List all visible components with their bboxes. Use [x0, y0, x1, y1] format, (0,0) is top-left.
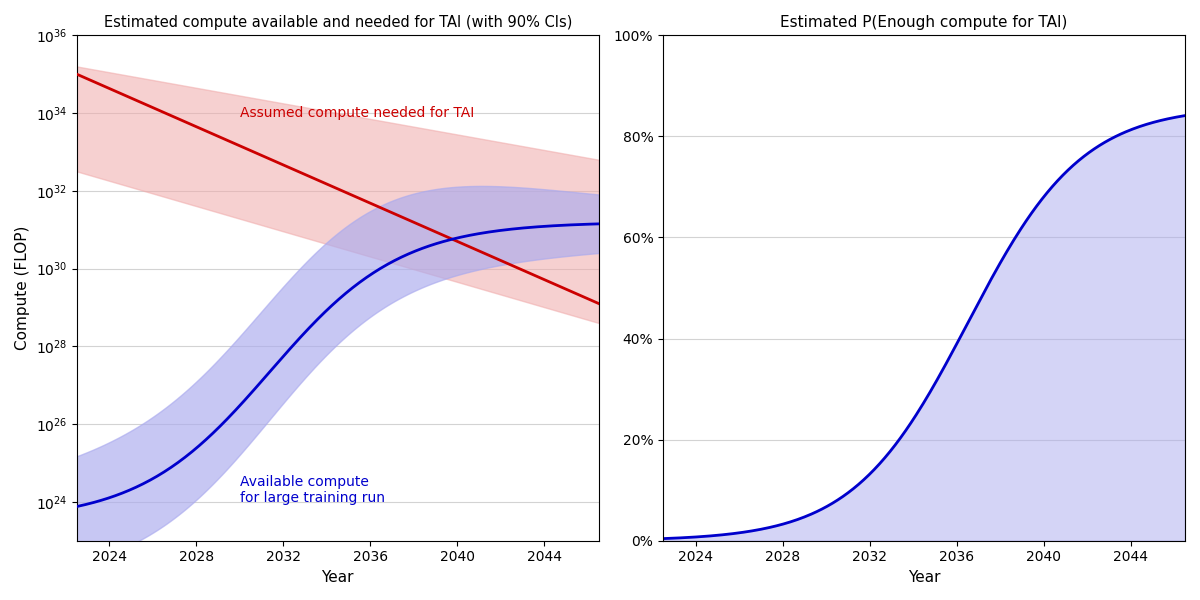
- Text: Assumed compute needed for TAI: Assumed compute needed for TAI: [240, 106, 474, 120]
- Title: Estimated P(Enough compute for TAI): Estimated P(Enough compute for TAI): [780, 15, 1068, 30]
- Title: Estimated compute available and needed for TAI (with 90% CIs): Estimated compute available and needed f…: [103, 15, 572, 30]
- X-axis label: Year: Year: [322, 570, 354, 585]
- Y-axis label: Compute (FLOP): Compute (FLOP): [14, 226, 30, 350]
- X-axis label: Year: Year: [907, 570, 941, 585]
- Text: Available compute
for large training run: Available compute for large training run: [240, 475, 385, 505]
